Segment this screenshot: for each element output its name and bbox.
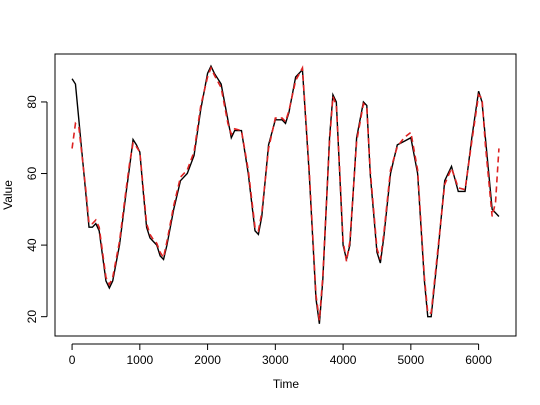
x-tick-label: 3000 (262, 353, 289, 367)
y-tick-label: 60 (25, 167, 39, 181)
x-tick-label: 2000 (194, 353, 221, 367)
x-axis-label: Time (273, 377, 300, 391)
x-tick-label: 5000 (397, 353, 424, 367)
y-tick-label: 40 (25, 238, 39, 252)
y-tick-label: 20 (25, 310, 39, 324)
x-tick-label: 0 (69, 353, 76, 367)
plot-box (54, 53, 517, 337)
x-tick-label: 1000 (126, 353, 153, 367)
x-tick-label: 4000 (330, 353, 357, 367)
data-line (71, 64, 500, 324)
y-axis-label: Value (1, 180, 15, 210)
x-tick-label: 6000 (465, 353, 492, 367)
y-tick-label: 80 (25, 95, 39, 109)
data-line (71, 65, 500, 321)
